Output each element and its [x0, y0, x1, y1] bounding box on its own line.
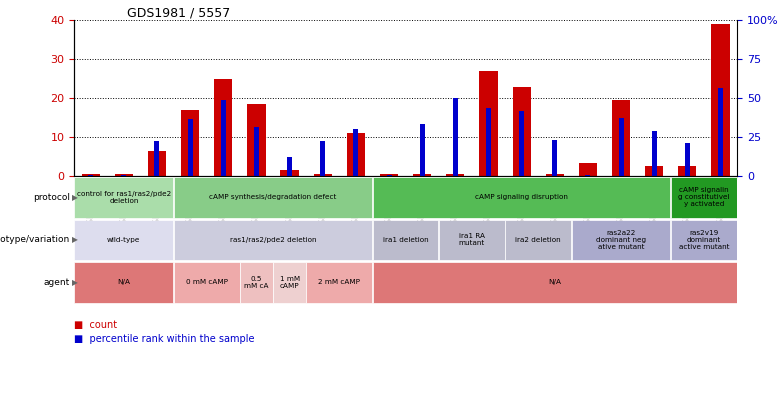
Bar: [115, 174, 133, 176]
Text: agent: agent: [44, 278, 70, 287]
Bar: [122, 175, 126, 176]
Bar: [254, 127, 259, 176]
Bar: [519, 111, 524, 176]
Bar: [679, 166, 697, 176]
Bar: [181, 110, 199, 176]
Bar: [671, 220, 737, 260]
Text: ras2a22
dominant neg
ative mutant: ras2a22 dominant neg ative mutant: [596, 230, 646, 250]
Bar: [221, 100, 225, 176]
Bar: [387, 175, 392, 176]
Bar: [174, 220, 372, 260]
Bar: [671, 177, 737, 218]
Bar: [188, 119, 193, 176]
Bar: [572, 220, 671, 260]
Text: GDS1981 / 5557: GDS1981 / 5557: [127, 6, 230, 19]
Bar: [413, 174, 431, 176]
Bar: [307, 262, 372, 303]
Bar: [287, 157, 292, 176]
Bar: [353, 130, 358, 176]
Bar: [380, 174, 398, 176]
Text: ▶: ▶: [72, 278, 78, 287]
Bar: [619, 118, 623, 176]
Bar: [314, 174, 332, 176]
Bar: [446, 174, 464, 176]
Bar: [74, 177, 173, 218]
Text: 0.5
mM cA: 0.5 mM cA: [244, 276, 268, 289]
Bar: [281, 171, 299, 176]
Bar: [505, 220, 571, 260]
Bar: [148, 151, 166, 176]
Bar: [174, 177, 372, 218]
Text: genotype/variation: genotype/variation: [0, 235, 70, 245]
Text: cAMP signaling disruption: cAMP signaling disruption: [475, 194, 568, 200]
Text: ras1/ras2/pde2 deletion: ras1/ras2/pde2 deletion: [230, 237, 316, 243]
Bar: [154, 141, 159, 176]
Bar: [652, 131, 657, 176]
Text: ras2v19
dominant
active mutant: ras2v19 dominant active mutant: [679, 230, 729, 250]
Text: wild-type: wild-type: [107, 237, 140, 243]
Text: protocol: protocol: [34, 193, 70, 202]
Bar: [74, 262, 173, 303]
Bar: [439, 220, 505, 260]
Bar: [546, 174, 564, 176]
Bar: [552, 140, 557, 176]
Text: cAMP synthesis/degradation defect: cAMP synthesis/degradation defect: [209, 194, 337, 200]
Text: ■  count: ■ count: [74, 320, 117, 330]
Bar: [512, 87, 530, 176]
Bar: [82, 174, 100, 176]
Bar: [612, 100, 630, 176]
Bar: [486, 109, 491, 176]
Bar: [586, 175, 590, 176]
Bar: [74, 220, 173, 260]
Bar: [373, 262, 737, 303]
Text: ira2 deletion: ira2 deletion: [516, 237, 561, 243]
Text: N/A: N/A: [548, 279, 562, 286]
Bar: [420, 124, 424, 176]
Bar: [685, 143, 690, 176]
Bar: [321, 141, 325, 176]
Bar: [88, 175, 93, 176]
Bar: [347, 133, 365, 176]
Bar: [373, 220, 438, 260]
Text: ▶: ▶: [72, 193, 78, 202]
Text: 1 mM
cAMP: 1 mM cAMP: [279, 276, 300, 289]
Bar: [645, 166, 663, 176]
Text: control for ras1/ras2/pde2
deletion: control for ras1/ras2/pde2 deletion: [76, 191, 171, 204]
Text: ira1 deletion: ira1 deletion: [383, 237, 428, 243]
Text: 2 mM cAMP: 2 mM cAMP: [318, 279, 360, 286]
Bar: [711, 24, 729, 176]
Bar: [174, 262, 239, 303]
Text: N/A: N/A: [117, 279, 130, 286]
Bar: [480, 71, 498, 176]
Text: ■  percentile rank within the sample: ■ percentile rank within the sample: [74, 334, 254, 344]
Bar: [579, 162, 597, 176]
Bar: [453, 98, 458, 176]
Bar: [240, 262, 273, 303]
Bar: [373, 177, 671, 218]
Text: ▶: ▶: [72, 235, 78, 245]
Bar: [247, 104, 265, 176]
Text: ira1 RA
mutant: ira1 RA mutant: [459, 233, 485, 247]
Bar: [273, 262, 306, 303]
Bar: [215, 79, 232, 176]
Text: cAMP signalin
g constitutivel
y activated: cAMP signalin g constitutivel y activate…: [678, 188, 730, 207]
Text: 0 mM cAMP: 0 mM cAMP: [186, 279, 228, 286]
Bar: [718, 88, 723, 176]
